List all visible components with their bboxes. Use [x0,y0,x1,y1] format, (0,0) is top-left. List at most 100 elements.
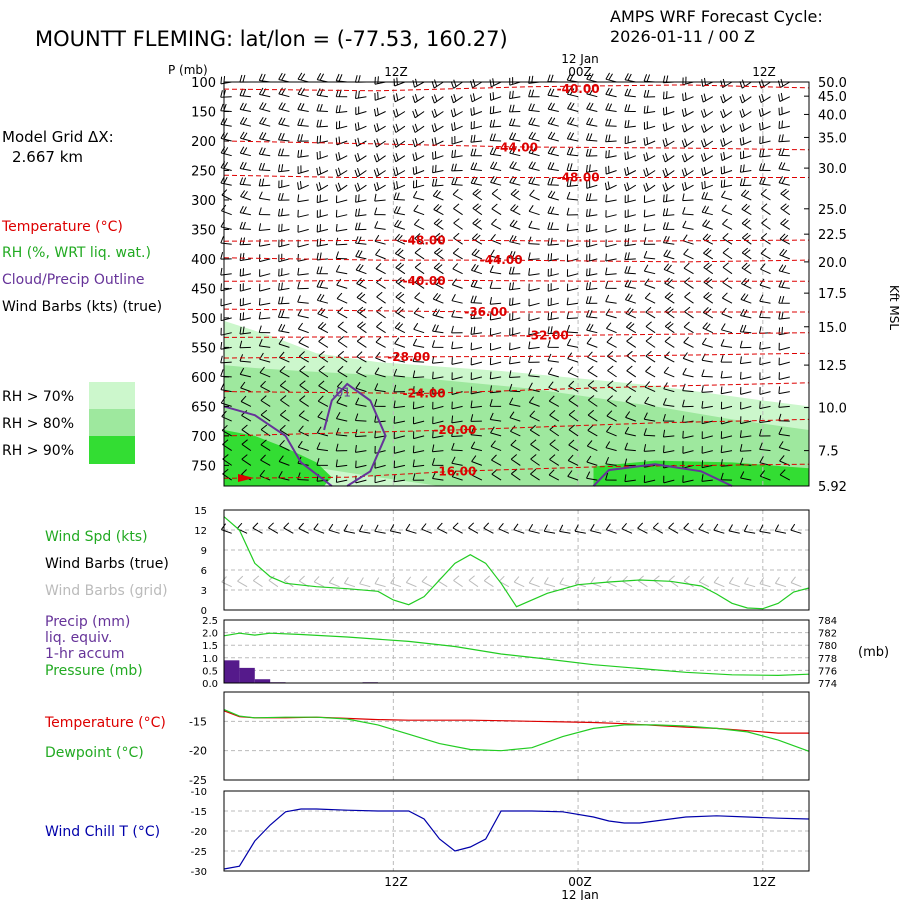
cloud-outline-0 [223,405,333,487]
wind-barb-r1-c22 [643,89,656,98]
wind-barb-r22-c6 [336,396,348,407]
wind-barb-r18-c18 [566,338,579,348]
wind-barb-r6-c29 [778,161,790,171]
wind-barb-r10-c4 [297,224,309,233]
wind-barb-r4-c16 [528,131,540,142]
temp-tick--15: -15 [189,715,207,728]
wind-barb-r6-c26 [720,165,733,175]
grid-barb-11 [390,576,402,588]
wind-barb-r14-c7 [356,277,367,289]
wind-barb-r23-c3 [279,409,290,422]
isotherm-label-4: -44.00 [480,253,523,267]
wind-barb-r11-c6 [335,237,348,246]
wind-barb-r15-c0 [220,298,232,307]
wind-barb-r23-c25 [701,416,713,425]
wind-barb-r5-c2 [258,147,271,157]
wind-barb-r0-c21 [624,73,636,83]
wind-barb-r20-c26 [720,370,733,379]
wind-barb-r21-c1 [240,381,252,393]
precip-bar-1 [239,667,255,683]
wind-barb-r26-c15 [510,454,521,466]
grid-barb-32 [713,576,725,588]
wind-barb-r1-c18 [566,87,579,98]
wind-barb-r26-c12 [451,456,463,466]
wind-barb-r25-c16 [530,439,540,452]
wind-barb-r1-c7 [355,90,367,99]
wind-barb-r22-c14 [489,399,502,407]
wind-barb-r6-c7 [354,167,367,178]
height-tick-0: 50.0 [818,76,847,91]
wind-barb-r13-c6 [335,264,348,275]
wind-barb-r25-c13 [470,441,483,452]
pressure-tick-780: 780 [818,641,837,652]
wind-barb-r22-c16 [528,396,540,407]
true-barb-10 [374,524,386,534]
wind-barb-r17-c20 [606,322,617,334]
wind-barb-r4-c3 [278,132,290,142]
wind-barb-r18-c27 [739,340,752,349]
wind-barb-r27-c15 [510,468,521,481]
wind-barb-r3-c27 [739,122,752,133]
wind-barb-r23-c7 [354,413,367,422]
chill-tick--15: -15 [191,807,207,818]
forecast-cycle-date: 2026-01-11 / 00 Z [610,27,755,46]
wind-barb-r5-c11 [432,151,444,160]
isotherm-5 [223,279,809,282]
wind-barb-r17-c24 [683,321,694,334]
wind-barb-r8-c10 [412,190,425,201]
wind-barb-r1-c13 [470,93,483,103]
wind-barb-r7-c27 [739,178,752,187]
wind-barb-r12-c6 [335,251,348,260]
wind-barb-r17-c4 [297,322,309,334]
wind-barb-r17-c11 [432,324,444,334]
wind-barb-r7-c16 [528,176,540,186]
wind-barb-r4-c17 [547,131,559,142]
wind-barb-r25-c6 [335,443,348,452]
wind-barb-r24-c28 [759,428,771,437]
wind-barb-r16-c11 [432,308,444,319]
wind-barb-r21-c9 [393,384,405,393]
wind-panel-grid [224,510,809,610]
wind-barb-r5-c15 [509,146,521,157]
wind-barb-r6-c8 [373,167,386,178]
wind-barb-r2-c4 [297,102,309,112]
wind-barb-r18-c21 [626,336,637,348]
pressure-tick-250: 250 [191,164,216,179]
wind-barb-r26-c21 [624,458,636,467]
wind-barb-r4-c4 [297,134,309,142]
wind-barb-r1-c19 [586,87,598,98]
wind-barb-r23-c14 [489,412,502,422]
rh-shading-layer [224,320,809,486]
wind-barb-r11-c2 [258,238,271,247]
wind-barb-r27-c11 [432,471,444,481]
wind-barb-r10-c20 [605,224,617,233]
wind-barb-r14-c2 [259,283,271,292]
wind-barb-r9-c15 [510,204,521,216]
pressure-tick-350: 350 [191,223,216,238]
wind-barb-r3-c22 [643,121,656,130]
wind-barb-r12-c9 [394,248,406,260]
wind-barb-r3-c24 [681,123,694,133]
wind-barb-r17-c19 [586,323,598,334]
wind-barb-r20-c8 [374,367,386,378]
wind-barb-r9-c20 [605,210,617,218]
wind-barb-r18-c13 [470,342,483,351]
wind-barb-r15-c4 [297,295,309,304]
grid-barb-35 [759,577,771,588]
wind-barb-r12-c10 [414,247,425,260]
wind-barb-r14-c17 [547,283,559,292]
wind-barb-r19-c3 [279,351,290,363]
true-barb-9 [358,524,371,534]
wind-barb-r21-c3 [279,380,290,393]
wind-barb-r3-c1 [239,117,252,127]
wind-barb-r6-c17 [547,162,559,171]
wind-barb-r2-c28 [758,107,771,117]
wind-barb-r19-c15 [509,356,521,365]
wind-barb-r20-c6 [337,365,348,378]
height-axis-label: Kft MSL [887,285,900,330]
wind-barb-r25-c15 [510,439,521,452]
wind-barb-r26-c1 [241,454,252,466]
wind-barb-r9-c24 [682,207,694,216]
grid-barb-15 [453,575,463,588]
wind-barb-r17-c9 [394,322,406,334]
